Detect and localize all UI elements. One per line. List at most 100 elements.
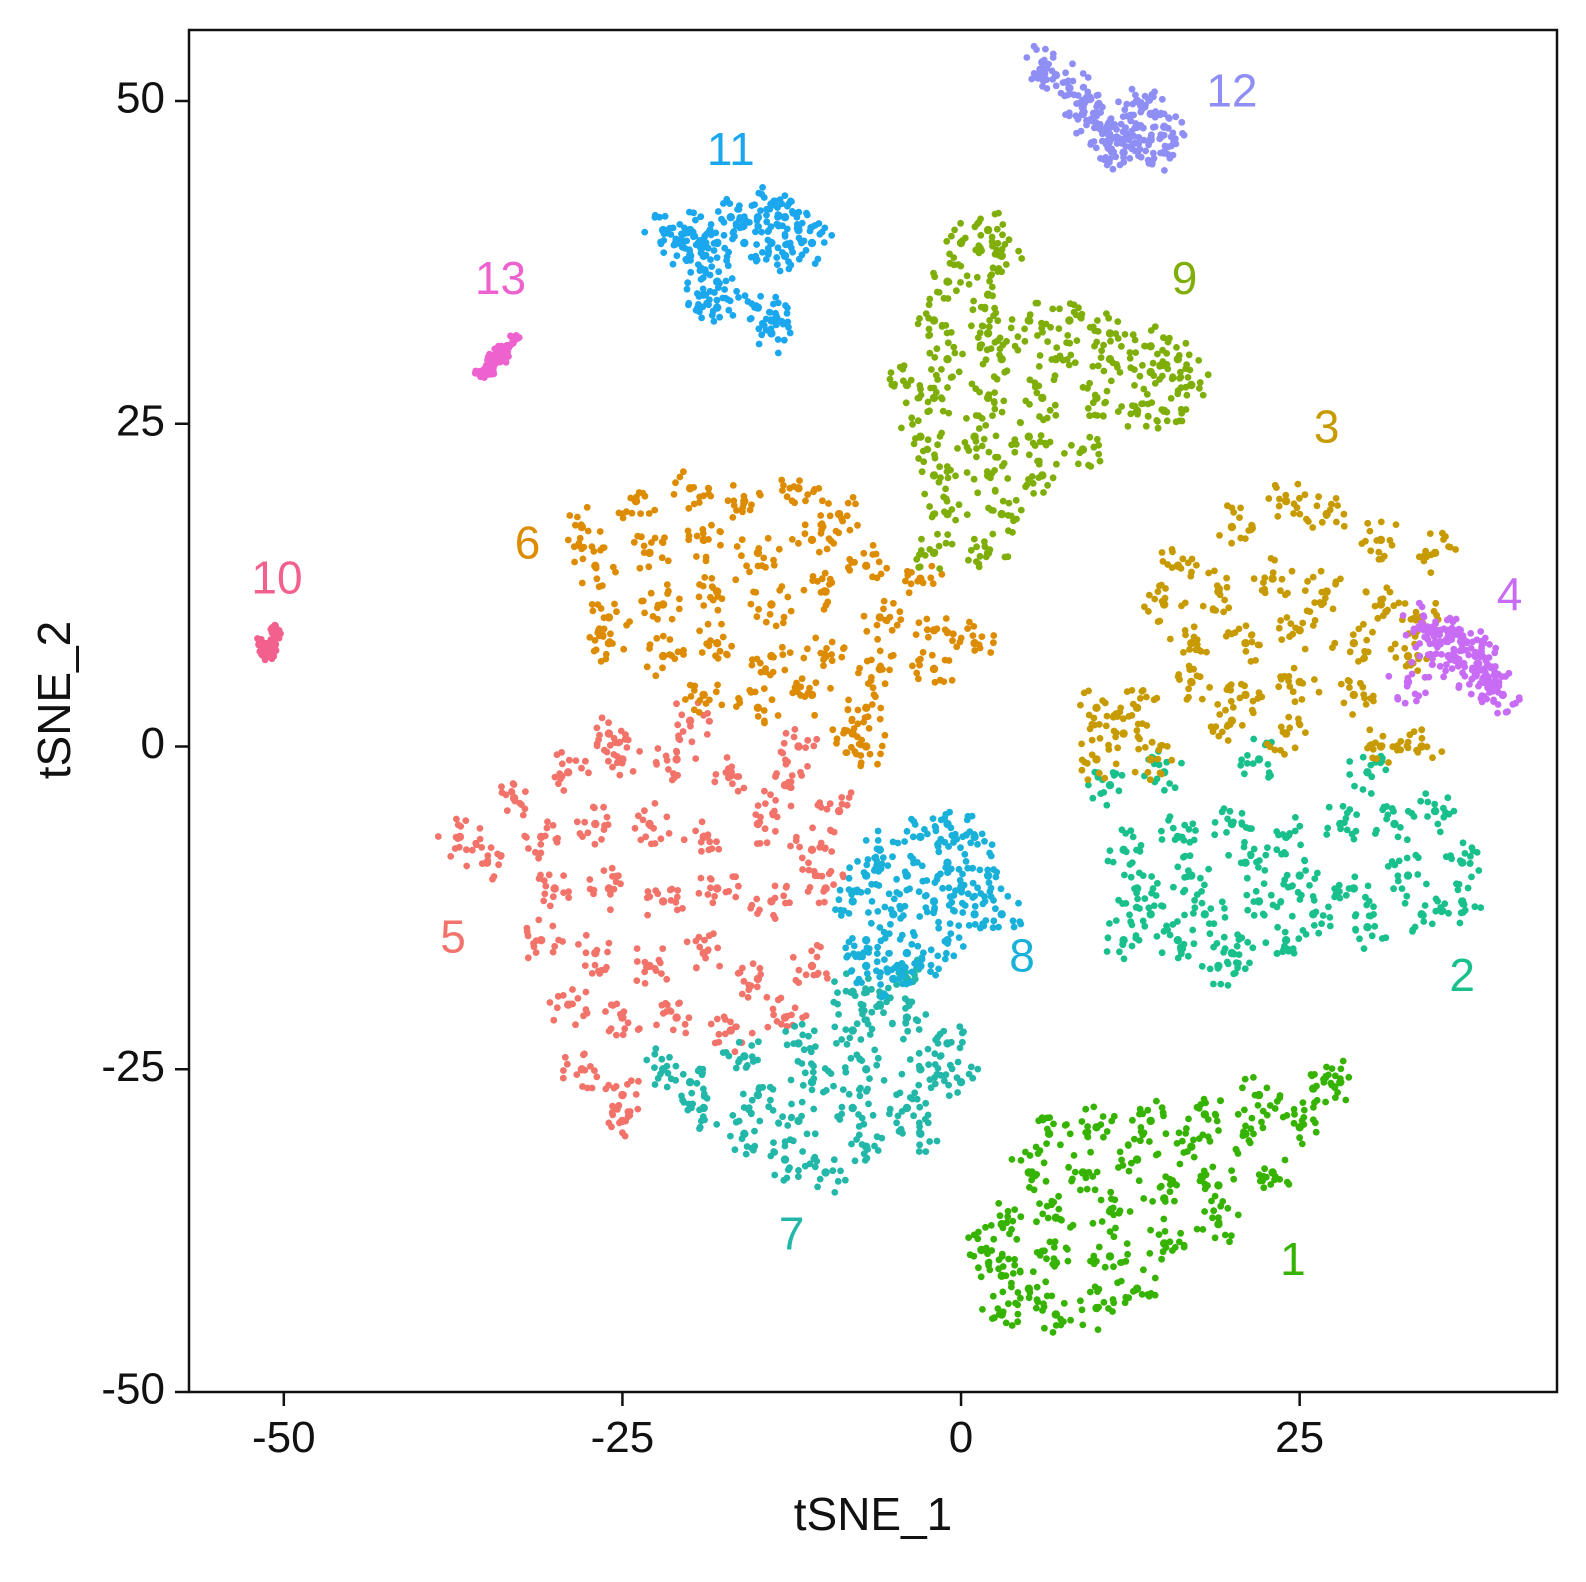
density-dot [1224, 981, 1232, 989]
density-dot [1124, 1141, 1132, 1148]
density-dot [1025, 451, 1033, 459]
density-dot [1261, 867, 1269, 874]
density-dot [1370, 911, 1377, 918]
density-dot [1408, 670, 1416, 678]
density-dot [757, 292, 764, 300]
density-dot [887, 906, 895, 913]
density-dot [570, 543, 578, 551]
density-dot [732, 576, 740, 584]
density-dot [966, 828, 974, 836]
density-dot [1172, 113, 1180, 121]
density-dot [1401, 699, 1409, 707]
density-dot [994, 268, 1002, 275]
x-tick-label: 25 [1275, 1413, 1324, 1462]
density-dot [1385, 672, 1393, 680]
density-dot [1215, 1214, 1222, 1221]
density-dot [1094, 362, 1102, 370]
density-dot [676, 221, 684, 228]
density-dot [1186, 366, 1194, 374]
density-dot [1125, 713, 1133, 720]
density-dot [1252, 657, 1259, 664]
density-dot [735, 694, 742, 702]
density-dot [928, 562, 936, 570]
data-point [726, 213, 735, 222]
density-dot [623, 508, 630, 516]
density-dot [1046, 438, 1054, 446]
density-dot [765, 248, 773, 255]
density-dot [1181, 874, 1188, 881]
density-dot [821, 898, 828, 906]
density-dot [738, 1135, 746, 1143]
density-dot [453, 815, 460, 823]
density-dot [1367, 547, 1375, 555]
density-dot [1073, 337, 1081, 344]
cluster-label-11: 11 [707, 123, 755, 175]
density-dot [847, 1054, 855, 1062]
density-dot [1132, 349, 1139, 356]
density-dot [452, 833, 460, 841]
density-dot [1092, 144, 1100, 152]
density-dot [559, 1074, 567, 1082]
density-dot [1036, 352, 1044, 359]
density-dot [860, 869, 868, 876]
density-dot [702, 553, 710, 561]
density-dot [796, 843, 803, 851]
density-dot [936, 463, 943, 471]
data-point [1227, 522, 1237, 532]
density-dot [905, 589, 913, 597]
density-dot [447, 853, 455, 860]
density-dot [1199, 391, 1207, 399]
density-dot [1004, 475, 1012, 482]
density-dot [1483, 695, 1490, 703]
density-dot [916, 315, 923, 322]
density-dot [268, 624, 276, 631]
density-dot [831, 1023, 839, 1031]
density-dot [1142, 147, 1150, 155]
density-dot [826, 575, 834, 583]
data-point [1444, 651, 1453, 661]
density-dot [816, 230, 824, 238]
cluster-label-8: 8 [1009, 930, 1035, 982]
density-dot [1089, 323, 1097, 331]
density-dot [698, 847, 705, 855]
density-dot [763, 206, 770, 213]
density-dot [1104, 857, 1112, 865]
density-dot [1198, 899, 1206, 907]
density-dot [1432, 650, 1440, 658]
density-dot [725, 306, 733, 314]
density-dot [1022, 1148, 1029, 1156]
density-dot [971, 892, 978, 900]
density-dot [753, 613, 761, 621]
density-dot [1356, 935, 1363, 943]
density-dot [945, 278, 953, 286]
density-dot [909, 420, 916, 428]
cluster-label-1: 1 [1280, 1233, 1306, 1285]
density-dot [1252, 887, 1260, 895]
density-dot [1186, 852, 1194, 860]
density-dot [931, 451, 938, 459]
density-dot [989, 292, 996, 300]
data-point [862, 742, 871, 751]
density-dot [1148, 873, 1155, 880]
density-dot [1135, 936, 1143, 944]
density-dot [1337, 825, 1344, 833]
density-dot [1046, 1238, 1054, 1246]
density-dot [1098, 125, 1106, 133]
density-dot [862, 837, 870, 844]
density-dot [798, 1060, 806, 1067]
density-dot [893, 889, 901, 896]
density-dot [889, 853, 896, 861]
density-dot [1481, 668, 1489, 676]
density-dot [1250, 1074, 1257, 1081]
density-dot [272, 640, 280, 648]
density-dot [937, 1071, 945, 1079]
data-point [862, 936, 871, 945]
density-dot [1114, 713, 1121, 720]
density-dot [927, 968, 934, 975]
density-dot [1021, 325, 1028, 333]
density-dot [1157, 1182, 1165, 1190]
density-dot [800, 586, 808, 594]
density-dot [1273, 903, 1281, 911]
density-dot [1092, 119, 1100, 127]
density-dot [1378, 742, 1386, 750]
